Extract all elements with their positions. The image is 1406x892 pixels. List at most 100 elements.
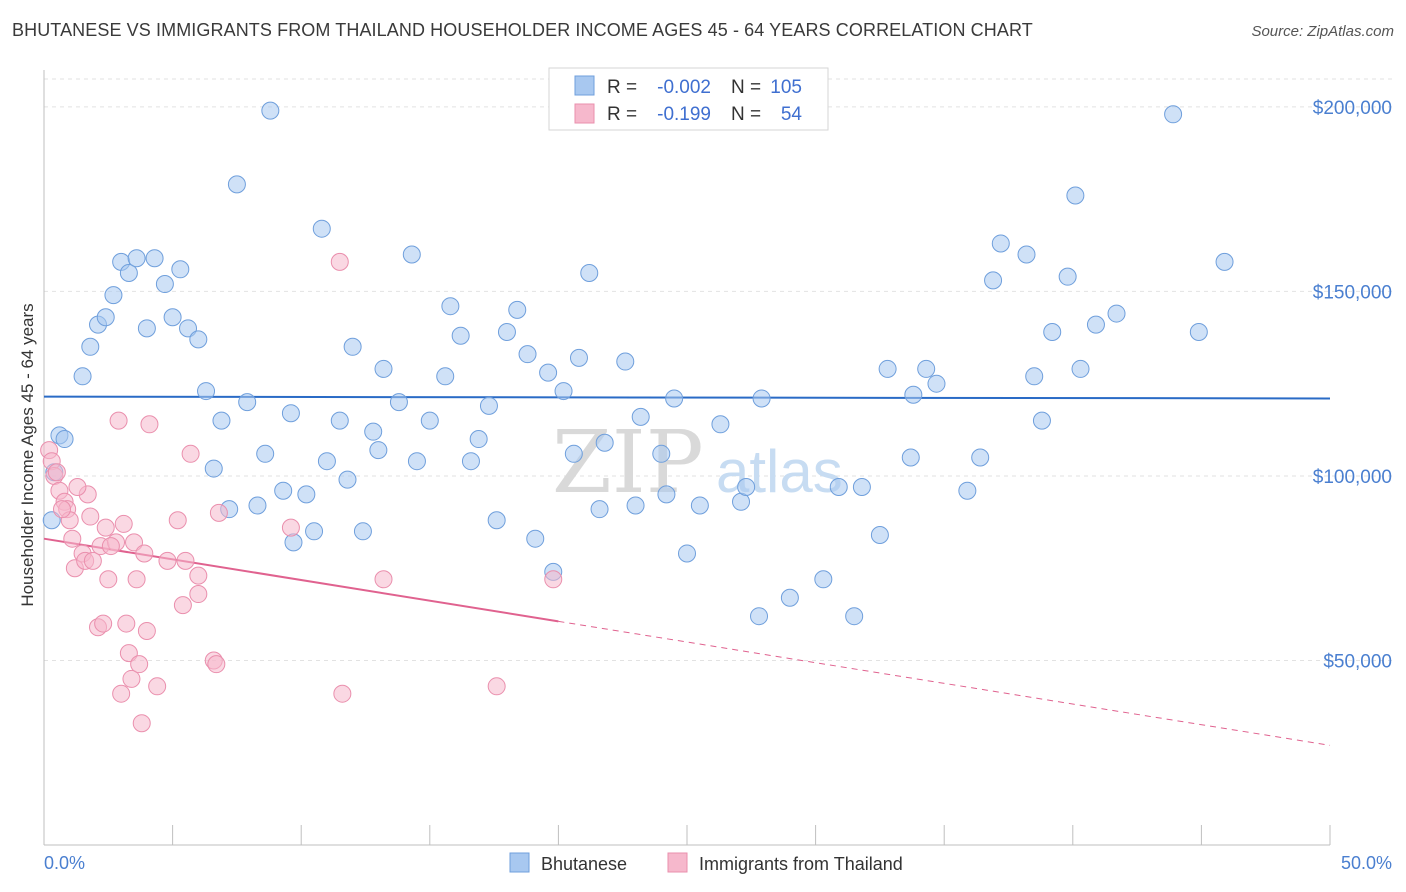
point-s1-24 <box>117 614 136 633</box>
point-s0-3 <box>55 430 74 449</box>
point-s0-27 <box>261 101 280 120</box>
y-tick-label-100000: $100,000 <box>1313 467 1392 488</box>
point-s1-8 <box>63 529 82 548</box>
point-s1-19 <box>99 570 118 589</box>
point-s0-65 <box>616 352 635 371</box>
point-s0-68 <box>652 444 671 463</box>
point-s0-16 <box>171 260 190 279</box>
bottom-legend-swatch-bhutanese <box>509 852 530 873</box>
point-s1-13 <box>81 507 100 526</box>
point-s0-101 <box>1107 304 1126 323</box>
point-s1-21 <box>109 411 128 430</box>
point-s0-59 <box>554 382 573 401</box>
legend-n-value-2: 54 <box>781 104 803 125</box>
point-s0-53 <box>497 323 516 342</box>
point-s0-90 <box>971 448 990 467</box>
point-s0-39 <box>364 422 383 441</box>
watermark-zip: ZIP <box>552 413 704 513</box>
legend-r-label-1: R = <box>607 77 637 98</box>
point-s0-81 <box>845 607 864 626</box>
trend-line-1 <box>43 537 559 623</box>
point-s1-28 <box>127 570 146 589</box>
point-s0-99 <box>1071 359 1090 378</box>
point-s0-91 <box>984 271 1003 290</box>
point-s1-22 <box>112 684 131 703</box>
point-s0-73 <box>711 415 730 434</box>
point-s0-62 <box>580 263 599 282</box>
watermark: ZIP atlas <box>552 413 843 513</box>
series-legend: Bhutanese Immigrants from Thailand <box>509 852 903 874</box>
point-s0-67 <box>631 407 650 426</box>
point-s0-56 <box>526 529 545 548</box>
point-s0-34 <box>317 452 336 471</box>
point-s1-34 <box>148 677 167 696</box>
point-s0-70 <box>665 389 684 408</box>
point-s0-102 <box>1164 105 1183 124</box>
point-s1-18 <box>96 518 115 537</box>
point-s0-86 <box>904 385 923 404</box>
point-s1-44 <box>209 503 228 522</box>
point-s0-54 <box>508 300 527 319</box>
y-tick-label-150000: $150,000 <box>1313 282 1392 303</box>
point-s1-47 <box>333 684 352 703</box>
point-s1-52 <box>101 537 120 556</box>
point-s0-93 <box>1017 245 1036 264</box>
y-tick-label-50000: $50,000 <box>1323 651 1392 672</box>
point-s0-10 <box>119 263 138 282</box>
point-s0-48 <box>451 326 470 345</box>
point-s0-45 <box>420 411 439 430</box>
point-s0-66 <box>626 496 645 515</box>
point-s0-26 <box>256 444 275 463</box>
point-s0-8 <box>104 286 123 305</box>
watermark-atlas: atlas <box>716 438 843 505</box>
point-s0-51 <box>479 396 498 415</box>
point-s1-23 <box>114 514 133 533</box>
legend-r-value-2: -0.199 <box>657 104 711 125</box>
point-s0-7 <box>96 308 115 327</box>
point-s0-69 <box>657 485 676 504</box>
point-s0-60 <box>564 444 583 463</box>
point-s1-53 <box>68 478 87 497</box>
legend-n-label-1: N = <box>731 77 761 98</box>
point-s0-83 <box>870 526 889 544</box>
point-s1-46 <box>330 252 349 271</box>
point-s0-71 <box>678 544 696 563</box>
point-s0-87 <box>917 359 936 378</box>
trend-lines <box>43 395 1331 746</box>
point-s1-3 <box>47 463 66 482</box>
point-s0-30 <box>284 533 303 552</box>
point-s0-28 <box>274 481 293 500</box>
legend-swatch-bhutanese <box>574 75 595 96</box>
point-s0-41 <box>374 359 393 378</box>
y-tick-label-200000: $200,000 <box>1313 98 1392 119</box>
point-s0-12 <box>137 319 156 338</box>
point-s0-35 <box>330 411 349 430</box>
point-s0-5 <box>81 337 100 356</box>
point-s0-49 <box>461 452 480 471</box>
legend-swatch-thailand <box>574 103 595 124</box>
point-s0-52 <box>487 511 506 530</box>
point-s0-25 <box>248 496 267 515</box>
point-s0-31 <box>297 485 316 504</box>
point-s0-43 <box>402 245 421 264</box>
point-s0-4 <box>73 367 92 386</box>
y-tick-labels: $50,000 $100,000 $150,000 $200,000 <box>1313 98 1392 673</box>
point-s0-92 <box>991 234 1010 253</box>
point-s0-94 <box>1025 367 1044 386</box>
chart-title: BHUTANESE VS IMMIGRANTS FROM THAILAND HO… <box>12 20 1033 40</box>
point-s0-40 <box>369 441 388 460</box>
data-points <box>40 101 1234 733</box>
point-s1-40 <box>189 585 208 604</box>
point-s0-14 <box>155 275 174 294</box>
point-s0-89 <box>958 481 977 500</box>
legend-box <box>548 67 829 131</box>
point-s1-29 <box>130 655 149 674</box>
point-s0-104 <box>1215 252 1234 271</box>
point-s1-31 <box>135 544 154 563</box>
point-s0-57 <box>539 363 558 382</box>
point-s0-79 <box>814 570 833 589</box>
point-s1-30 <box>132 714 151 733</box>
point-s1-45 <box>281 518 300 537</box>
point-s1-37 <box>173 596 192 615</box>
